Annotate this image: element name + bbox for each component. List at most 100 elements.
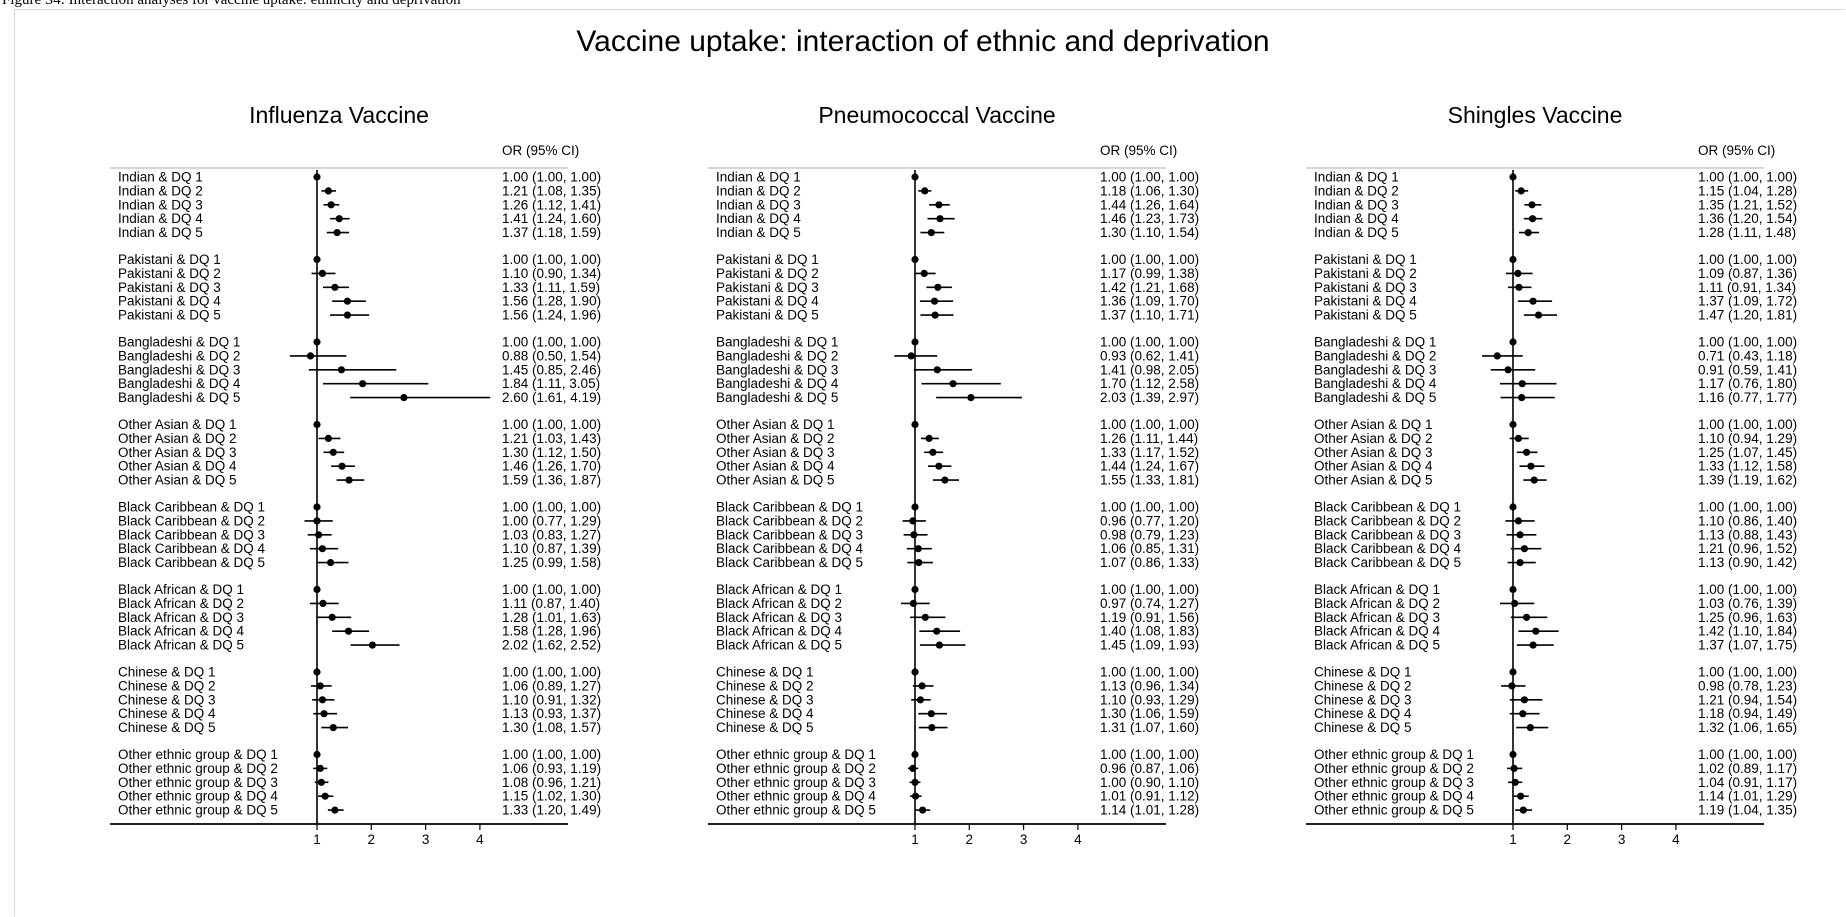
row-label: Bangladeshi & DQ 1 bbox=[1314, 335, 1436, 350]
x-tick-label: 2 bbox=[1564, 832, 1572, 847]
row-estimate-text: 1.30 (1.10, 1.54) bbox=[1100, 225, 1199, 240]
estimate-point bbox=[318, 269, 327, 277]
row-estimate-text: 1.19 (0.91, 1.56) bbox=[1100, 610, 1199, 625]
estimate-point bbox=[306, 352, 315, 360]
estimate-point bbox=[916, 696, 925, 704]
estimate-point bbox=[931, 311, 939, 319]
row-estimate-text: 1.10 (0.90, 1.34) bbox=[502, 266, 601, 281]
row-estimate-text: 1.17 (0.99, 1.38) bbox=[1100, 266, 1199, 281]
row-label: Black African & DQ 2 bbox=[118, 596, 244, 611]
row-label: Bangladeshi & DQ 5 bbox=[1314, 390, 1436, 405]
row-label: Bangladeshi & DQ 4 bbox=[118, 376, 241, 391]
row-label: Other Asian & DQ 2 bbox=[118, 431, 237, 446]
row-estimate-text: 1.84 (1.11, 3.05) bbox=[502, 376, 600, 391]
row-estimate-text: 1.59 (1.36, 1.87) bbox=[502, 473, 601, 488]
row-estimate-text: 1.14 (1.01, 1.28) bbox=[1100, 803, 1199, 818]
row-estimate-text: 0.97 (0.74, 1.27) bbox=[1100, 596, 1199, 611]
row-label: Indian & DQ 3 bbox=[1314, 197, 1399, 212]
row-estimate-text: 1.00 (1.00, 1.00) bbox=[502, 747, 601, 762]
estimate-point bbox=[400, 394, 408, 402]
panel-title: Shingles Vaccine bbox=[1448, 102, 1623, 128]
row-estimate-text: 1.00 (1.00, 1.00) bbox=[1698, 335, 1797, 350]
row-label: Black African & DQ 4 bbox=[716, 624, 843, 639]
row-label: Black African & DQ 3 bbox=[1314, 610, 1440, 625]
row-estimate-text: 1.45 (0.85, 2.46) bbox=[502, 362, 601, 377]
row-label: Black African & DQ 4 bbox=[118, 624, 245, 639]
x-tick-label: 4 bbox=[1672, 832, 1680, 847]
row-estimate-text: 0.98 (0.78, 1.23) bbox=[1698, 678, 1797, 693]
row-label: Other ethnic group & DQ 4 bbox=[1314, 789, 1474, 804]
row-label: Other ethnic group & DQ 3 bbox=[1314, 775, 1474, 790]
row-label: Other Asian & DQ 2 bbox=[716, 431, 835, 446]
row-label: Chinese & DQ 4 bbox=[1314, 706, 1412, 721]
estimate-point bbox=[315, 531, 323, 539]
row-label: Indian & DQ 3 bbox=[118, 197, 203, 212]
row-label: Pakistani & DQ 3 bbox=[716, 280, 819, 295]
row-label: Chinese & DQ 2 bbox=[716, 678, 814, 693]
row-label: Chinese & DQ 3 bbox=[118, 692, 216, 707]
row-estimate-text: 1.42 (1.21, 1.68) bbox=[1100, 280, 1199, 295]
row-label: Black African & DQ 3 bbox=[716, 610, 842, 625]
estimate-point bbox=[934, 283, 942, 291]
row-label: Pakistani & DQ 2 bbox=[716, 266, 819, 281]
row-label: Indian & DQ 5 bbox=[1314, 225, 1399, 240]
row-label: Chinese & DQ 5 bbox=[118, 720, 216, 735]
row-estimate-text: 1.33 (1.11, 1.59) bbox=[502, 280, 600, 295]
row-label: Chinese & DQ 3 bbox=[1314, 692, 1412, 707]
row-estimate-text: 1.00 (1.00, 1.00) bbox=[502, 252, 601, 267]
row-label: Other Asian & DQ 5 bbox=[118, 473, 237, 488]
x-tick-label: 1 bbox=[313, 832, 321, 847]
row-estimate-text: 1.03 (0.83, 1.27) bbox=[502, 527, 601, 542]
row-estimate-text: 1.41 (1.24, 1.60) bbox=[502, 211, 601, 226]
estimate-point bbox=[928, 724, 936, 732]
row-estimate-text: 1.10 (0.91, 1.32) bbox=[502, 692, 601, 707]
row-estimate-text: 1.13 (0.90, 1.42) bbox=[1698, 555, 1797, 570]
row-label: Bangladeshi & DQ 3 bbox=[1314, 362, 1436, 377]
row-estimate-text: 1.26 (1.12, 1.41) bbox=[502, 197, 601, 212]
row-label: Black African & DQ 5 bbox=[716, 638, 842, 653]
row-estimate-text: 1.00 (1.00, 1.00) bbox=[1698, 500, 1797, 515]
row-estimate-text: 1.42 (1.10, 1.84) bbox=[1698, 624, 1797, 639]
row-estimate-text: 0.96 (0.87, 1.06) bbox=[1100, 761, 1199, 776]
row-label: Other Asian & DQ 4 bbox=[716, 459, 835, 474]
estimate-point bbox=[1529, 297, 1537, 305]
estimate-point bbox=[329, 724, 337, 732]
row-label: Indian & DQ 1 bbox=[716, 170, 801, 185]
estimate-point bbox=[329, 448, 337, 456]
row-estimate-text: 1.37 (1.09, 1.72) bbox=[1698, 294, 1797, 309]
row-estimate-text: 1.13 (0.93, 1.37) bbox=[502, 706, 601, 721]
estimate-point bbox=[1529, 641, 1537, 649]
row-estimate-text: 1.37 (1.10, 1.71) bbox=[1100, 308, 1199, 323]
row-label: Pakistani & DQ 1 bbox=[118, 252, 221, 267]
estimate-point bbox=[930, 297, 939, 305]
estimate-point bbox=[1518, 394, 1526, 402]
row-label: Black African & DQ 1 bbox=[118, 582, 244, 597]
row-label: Pakistani & DQ 2 bbox=[1314, 266, 1417, 281]
row-label: Pakistani & DQ 5 bbox=[118, 308, 221, 323]
estimate-point bbox=[935, 641, 944, 649]
estimate-point bbox=[1519, 710, 1527, 718]
row-estimate-text: 1.06 (0.85, 1.31) bbox=[1100, 541, 1199, 556]
row-label: Other ethnic group & DQ 1 bbox=[716, 747, 876, 762]
row-label: Other Asian & DQ 4 bbox=[118, 459, 237, 474]
row-label: Bangladeshi & DQ 2 bbox=[716, 348, 838, 363]
row-label: Pakistani & DQ 5 bbox=[716, 308, 819, 323]
row-label: Black Caribbean & DQ 1 bbox=[118, 500, 265, 515]
row-label: Pakistani & DQ 1 bbox=[716, 252, 819, 267]
row-estimate-text: 1.36 (1.09, 1.70) bbox=[1100, 294, 1199, 309]
figure-frame bbox=[14, 9, 1845, 916]
row-estimate-text: 1.18 (1.06, 1.30) bbox=[1100, 183, 1199, 198]
row-label: Other Asian & DQ 5 bbox=[716, 473, 835, 488]
row-estimate-text: 0.93 (0.62, 1.41) bbox=[1100, 348, 1199, 363]
estimate-point bbox=[949, 380, 957, 388]
row-estimate-text: 1.11 (0.91, 1.34) bbox=[1698, 280, 1796, 295]
estimate-point bbox=[319, 599, 327, 608]
row-label: Black Caribbean & DQ 3 bbox=[716, 527, 863, 542]
estimate-point bbox=[910, 531, 918, 539]
row-label: Indian & DQ 4 bbox=[118, 211, 203, 226]
row-label: Pakistani & DQ 5 bbox=[1314, 308, 1417, 323]
row-label: Black Caribbean & DQ 5 bbox=[1314, 555, 1461, 570]
row-label: Indian & DQ 4 bbox=[1314, 211, 1399, 226]
row-estimate-text: 1.19 (1.04, 1.35) bbox=[1698, 803, 1797, 818]
row-estimate-text: 1.40 (1.08, 1.83) bbox=[1100, 624, 1199, 639]
